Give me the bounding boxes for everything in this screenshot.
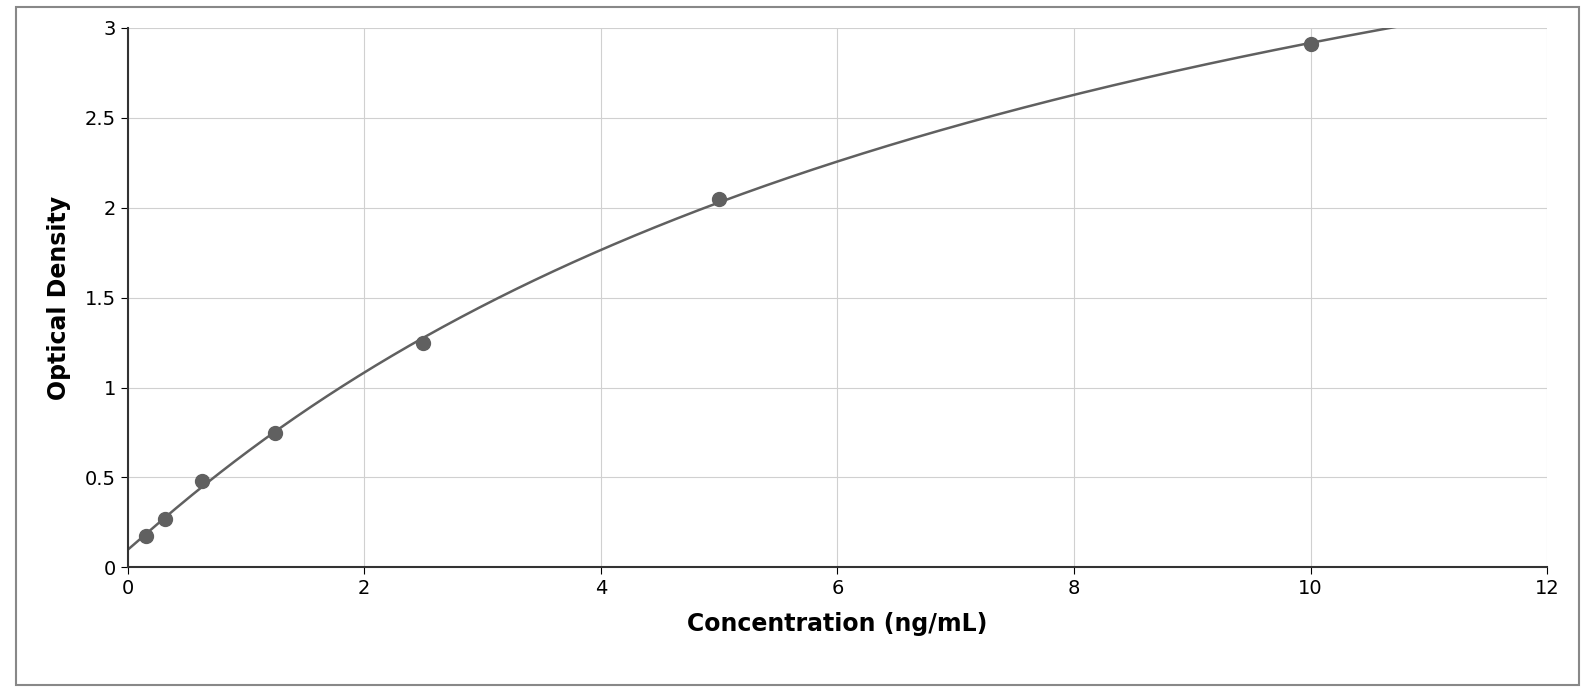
Point <box>410 337 435 348</box>
Point <box>152 513 177 525</box>
Point <box>263 427 289 438</box>
Point <box>1298 38 1324 49</box>
X-axis label: Concentration (ng/mL): Concentration (ng/mL) <box>687 612 987 636</box>
Point <box>188 475 214 486</box>
Point <box>707 193 732 204</box>
Y-axis label: Optical Density: Optical Density <box>46 196 70 399</box>
Point <box>134 531 160 542</box>
